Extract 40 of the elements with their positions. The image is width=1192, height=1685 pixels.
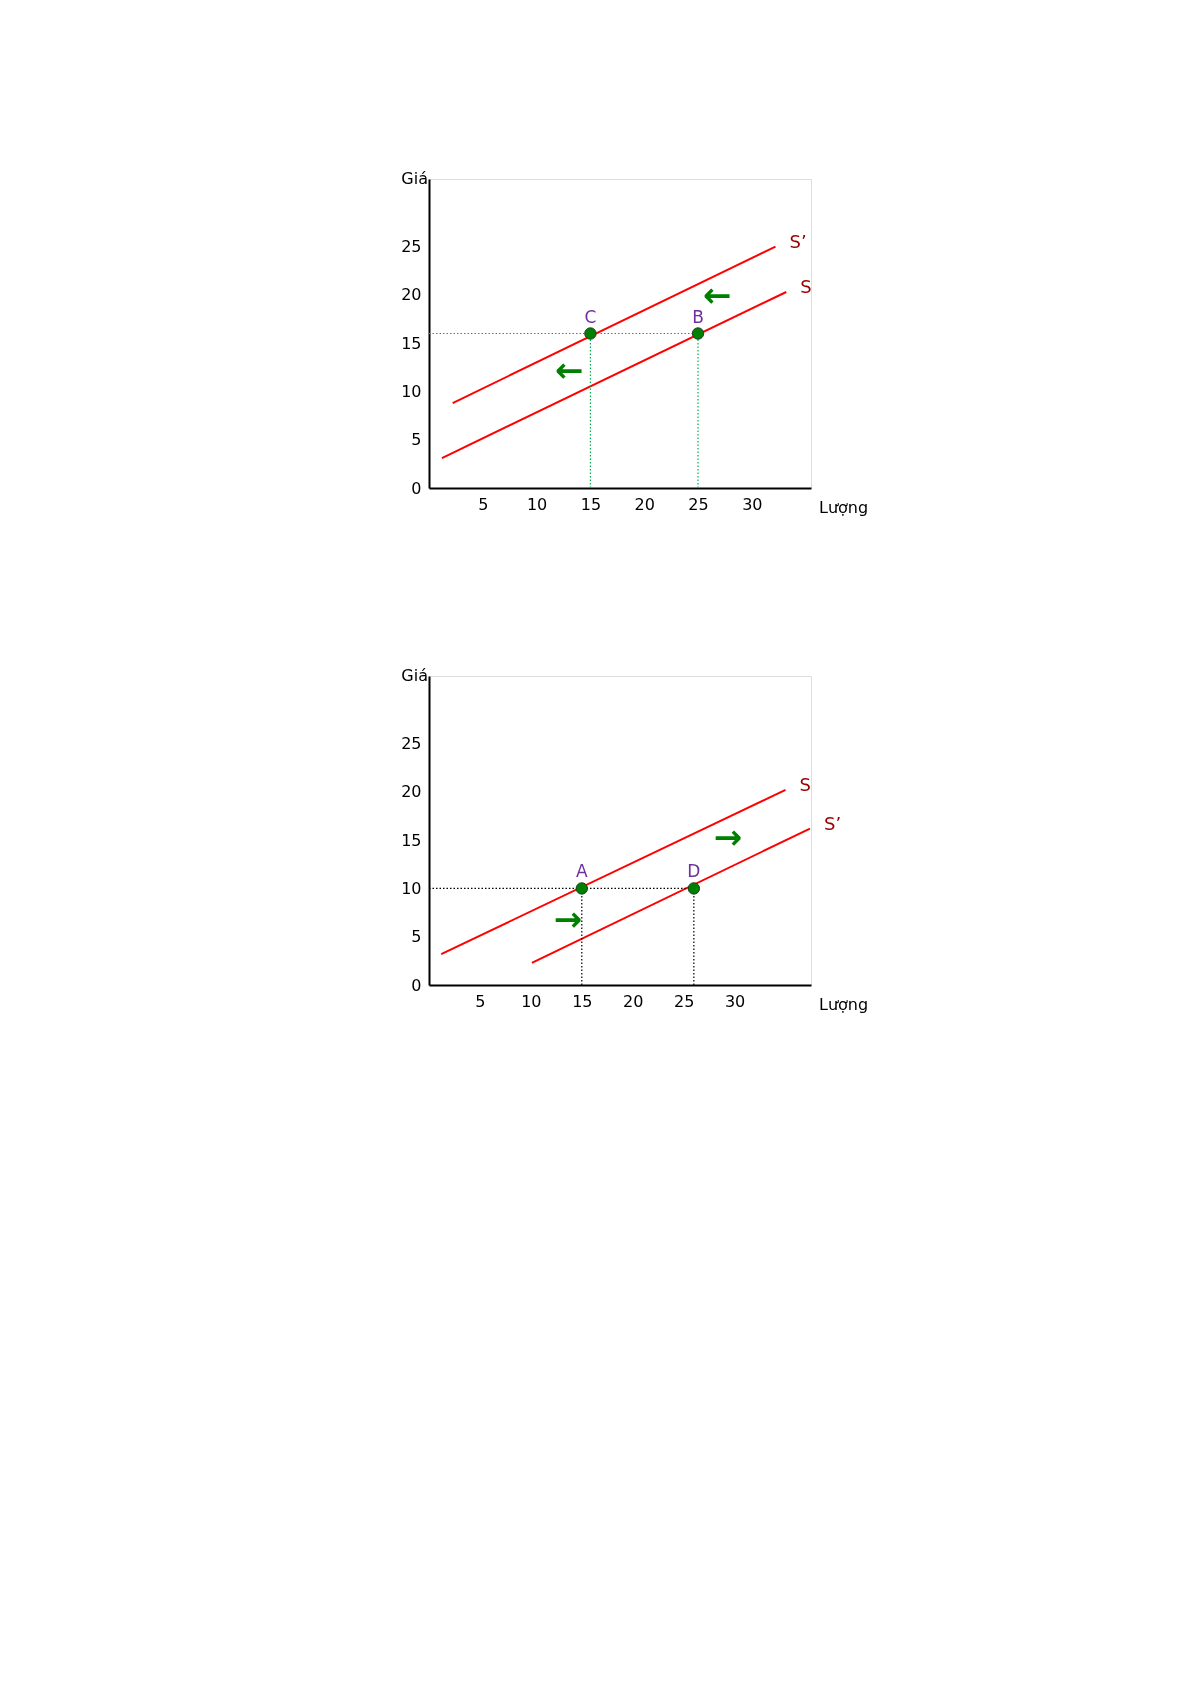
series-label: S’ — [789, 230, 807, 252]
x-tick-label: 10 — [526, 494, 548, 514]
y-tick-label: 0 — [411, 975, 422, 995]
x-tick-label: 5 — [478, 494, 489, 514]
y-tick-label: 10 — [401, 878, 422, 898]
y-axis-title: Giá — [401, 666, 428, 685]
annotation: → — [713, 817, 743, 857]
x-tick-label: 25 — [673, 991, 695, 1011]
series-label: S — [800, 275, 812, 297]
series-label: S — [799, 773, 811, 795]
x-tick-label: 5 — [475, 991, 486, 1011]
y-tick-label: 25 — [401, 237, 422, 257]
annotation: ← — [702, 275, 732, 315]
y-tick-label: 25 — [401, 734, 422, 754]
y-axis-title: Giá — [401, 169, 428, 188]
x-tick-label: 20 — [634, 494, 655, 514]
y-tick-label: 5 — [411, 927, 422, 947]
x-tick-label: 20 — [623, 991, 644, 1011]
annotation: → — [553, 899, 583, 939]
x-tick-label: 15 — [580, 494, 602, 514]
x-tick-label: 25 — [688, 494, 709, 514]
y-tick-label: 10 — [401, 381, 422, 401]
x-axis-title: Lượng — [819, 995, 869, 1014]
y-tick-label: 15 — [401, 830, 422, 850]
y-tick-label: 20 — [401, 782, 422, 802]
annotation: A — [575, 861, 588, 882]
x-tick-label: 30 — [724, 991, 746, 1011]
y-tick-label: 5 — [411, 430, 422, 450]
annotation: B — [692, 306, 704, 327]
x-tick-label: 15 — [572, 991, 593, 1011]
annotation: D — [687, 861, 701, 882]
y-tick-label: 20 — [401, 285, 422, 305]
x-axis-title: Lượng — [819, 498, 869, 517]
annotation: C — [584, 306, 597, 327]
y-tick-label: 0 — [411, 478, 422, 498]
y-tick-label: 15 — [401, 333, 422, 353]
x-tick-label: 10 — [521, 991, 542, 1011]
series-label: S’ — [823, 812, 842, 834]
x-tick-label: 30 — [742, 494, 763, 514]
annotation: ← — [554, 350, 584, 390]
